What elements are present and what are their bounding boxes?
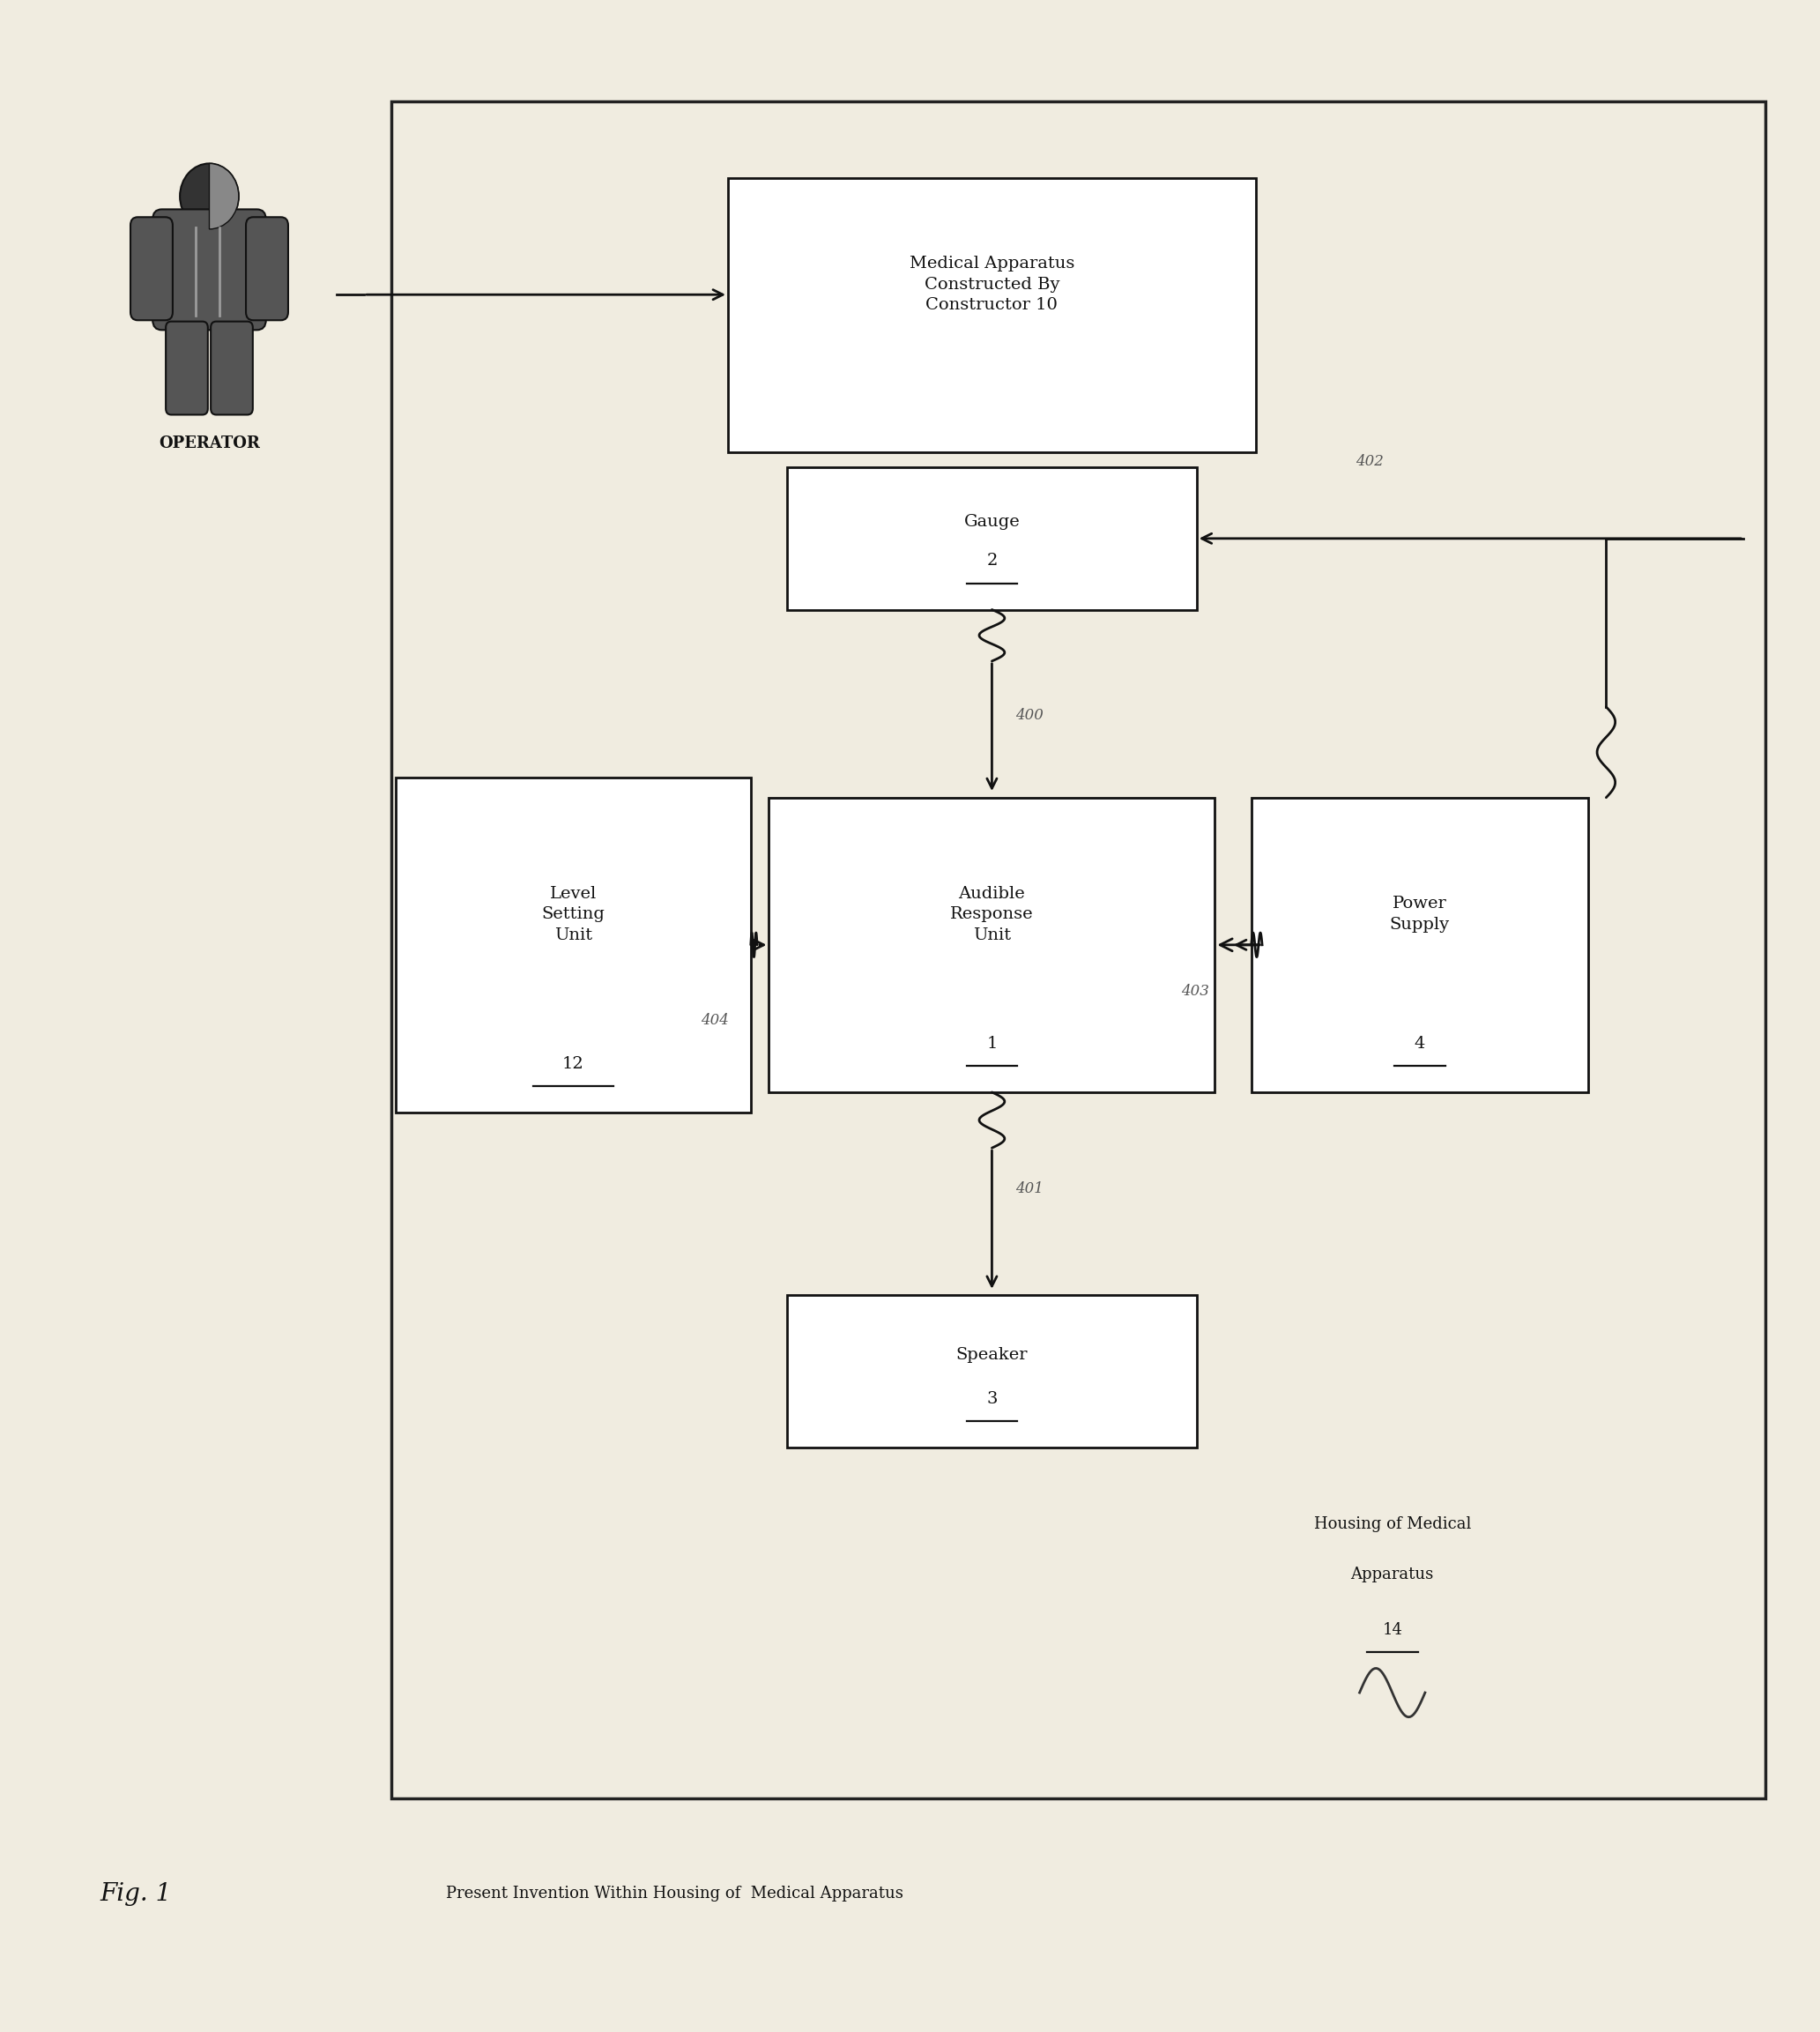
FancyBboxPatch shape [788, 467, 1198, 610]
Text: 12: 12 [562, 1057, 584, 1071]
Text: OPERATOR: OPERATOR [158, 435, 260, 451]
Text: 402: 402 [1356, 453, 1383, 469]
Text: 3: 3 [986, 1392, 997, 1406]
FancyBboxPatch shape [770, 797, 1216, 1093]
Text: 1: 1 [986, 1036, 997, 1051]
Text: Gauge: Gauge [965, 514, 1019, 530]
Text: Audible
Response
Unit: Audible Response Unit [950, 886, 1034, 943]
Text: 404: 404 [701, 1012, 728, 1028]
FancyBboxPatch shape [166, 321, 207, 415]
FancyBboxPatch shape [728, 179, 1256, 453]
Wedge shape [209, 163, 238, 230]
Text: Medical Apparatus
Constructed By
Constructor 10: Medical Apparatus Constructed By Constru… [910, 256, 1074, 313]
Text: 401: 401 [1016, 1181, 1043, 1197]
FancyBboxPatch shape [1252, 797, 1587, 1093]
Circle shape [180, 163, 238, 230]
Text: Power
Supply: Power Supply [1390, 896, 1449, 933]
Text: Speaker: Speaker [956, 1347, 1028, 1363]
Text: 14: 14 [1381, 1622, 1403, 1638]
FancyBboxPatch shape [397, 776, 750, 1114]
FancyBboxPatch shape [788, 1296, 1198, 1447]
Text: Apparatus: Apparatus [1350, 1567, 1434, 1583]
Text: Present Invention Within Housing of  Medical Apparatus: Present Invention Within Housing of Medi… [446, 1886, 903, 1902]
Text: Level
Setting
Unit: Level Setting Unit [542, 886, 604, 943]
FancyBboxPatch shape [211, 321, 253, 415]
Text: 2: 2 [986, 553, 997, 569]
FancyBboxPatch shape [131, 217, 173, 321]
Text: 403: 403 [1181, 983, 1208, 1000]
Text: Housing of Medical: Housing of Medical [1314, 1516, 1471, 1532]
FancyBboxPatch shape [246, 217, 288, 321]
Text: 400: 400 [1016, 707, 1043, 723]
FancyBboxPatch shape [153, 209, 266, 329]
Text: 4: 4 [1414, 1036, 1425, 1051]
Text: Fig. 1: Fig. 1 [100, 1882, 171, 1906]
